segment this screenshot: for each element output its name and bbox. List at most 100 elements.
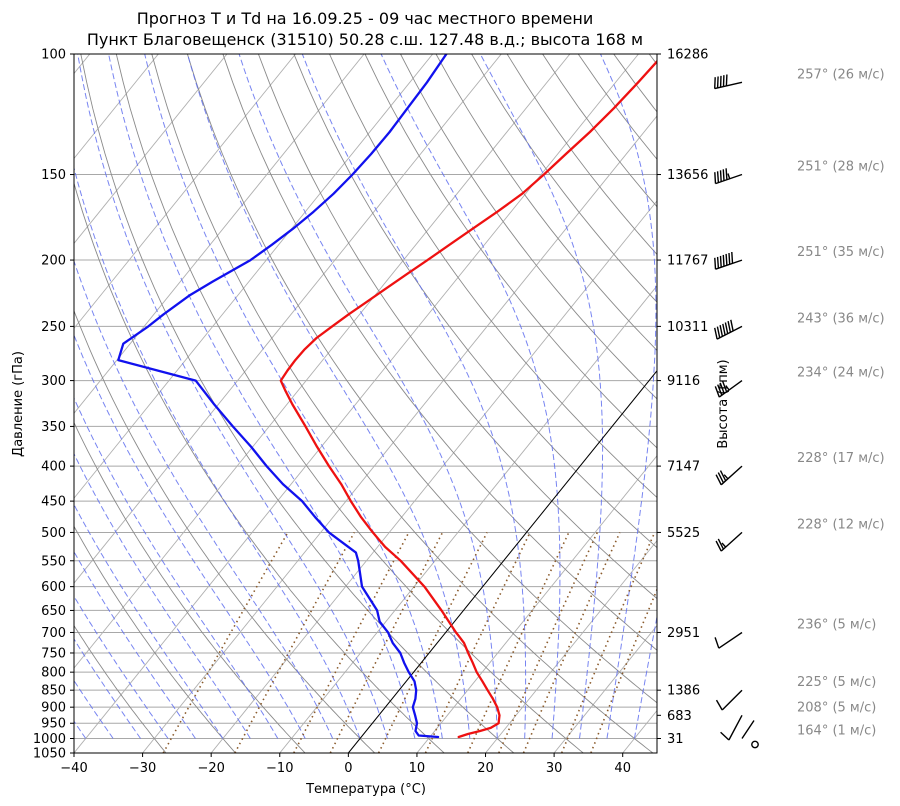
wind-labels: 257° (26 м/с) 251° (28 м/с) 251° (35 м/с) 2… xyxy=(797,67,885,738)
moist-adiabat xyxy=(74,397,279,739)
y-tick-label: 100 xyxy=(41,48,66,63)
wind-barb-feather xyxy=(722,254,725,267)
wind-barb-feather xyxy=(714,386,720,398)
dry-adiabat xyxy=(293,54,657,549)
moist-adiabat xyxy=(74,259,334,739)
x-tick-label: −20 xyxy=(197,761,224,776)
mixing-ratio-line xyxy=(162,532,289,753)
wind-barb xyxy=(714,380,743,398)
dry-adiabats xyxy=(74,54,657,753)
dry-adiabat xyxy=(435,54,657,352)
height-tick-label: 683 xyxy=(667,709,692,724)
wind-barb-feather xyxy=(720,731,730,741)
y-axis-label: Давление (гПа) xyxy=(11,351,26,457)
isotherm-line xyxy=(279,285,657,753)
isotherm-line xyxy=(416,455,657,753)
wind-barb-feather xyxy=(728,252,731,265)
wind-label: 251° (35 м/с) xyxy=(797,245,885,260)
dry-adiabat xyxy=(648,54,657,65)
wind-barb-feather xyxy=(724,322,729,334)
moist-adiabat xyxy=(74,452,251,739)
moist-adiabat xyxy=(74,679,114,739)
wind-label: 228° (12 м/с) xyxy=(797,517,885,532)
x-axis-ticks: −40 −30 −20 −10 0 10 20 30 40 xyxy=(60,753,631,776)
isotherm-line xyxy=(680,23,900,767)
mixing-ratio-line xyxy=(522,532,621,753)
dry-adiabat xyxy=(74,309,376,753)
wind-barb xyxy=(741,720,759,749)
wind-label: 251° (28 м/с) xyxy=(797,160,885,175)
x-tick-label: 30 xyxy=(546,761,563,776)
wind-label: 234° (24 м/с) xyxy=(797,366,885,381)
height-tick-label: 1386 xyxy=(667,684,700,699)
moist-adiabat xyxy=(74,595,169,739)
moist-adiabat xyxy=(479,54,604,739)
wind-barb-feather xyxy=(715,540,722,552)
wind-barb-feather xyxy=(717,538,725,550)
wind-barb-shaft xyxy=(715,173,743,185)
wind-barb-shaft xyxy=(720,465,743,486)
wind-barb-half-feather xyxy=(723,474,729,480)
isotherm-line xyxy=(74,54,640,753)
isotherm-line xyxy=(74,54,571,669)
wind-barbs xyxy=(714,74,759,749)
isotherm-line xyxy=(74,54,434,499)
isotherm-line xyxy=(74,54,159,160)
wind-label: 228° (17 м/с) xyxy=(797,451,885,466)
wind-barb-feather xyxy=(731,251,734,264)
dry-adiabat xyxy=(329,54,657,499)
y-tick-label: 1050 xyxy=(33,747,66,762)
isotherm-line xyxy=(74,54,228,245)
moist-adiabat xyxy=(380,54,561,739)
wind-barb-shaft xyxy=(716,325,743,340)
y-tick-label: 600 xyxy=(41,580,66,595)
chart-subtitle: Пункт Благовещенск (31510) 50.28 с.ш. 12… xyxy=(87,30,643,49)
moist-adiabat xyxy=(74,503,224,739)
wind-barb-feather xyxy=(721,380,728,393)
wind-barb-shaft xyxy=(721,689,743,711)
wind-barb-feather xyxy=(714,327,718,340)
wind-barb-shaft xyxy=(741,720,755,739)
mixing-ratio-line xyxy=(560,532,656,753)
wind-barb-feather xyxy=(722,169,725,181)
wind-barb-shaft xyxy=(714,81,743,90)
moist-adiabat xyxy=(74,638,142,739)
y-tick-label: 850 xyxy=(41,684,66,699)
moist-adiabat xyxy=(144,54,443,739)
wind-label: 208° (5 м/с) xyxy=(797,700,876,715)
height-tick-label: 9116 xyxy=(667,374,700,389)
y-tick-label: 750 xyxy=(41,646,66,661)
wind-barb xyxy=(720,714,743,741)
y-tick-label: 950 xyxy=(41,717,66,732)
wind-barb-feather xyxy=(714,172,717,184)
y-tick-label: 700 xyxy=(41,626,66,641)
wind-barb-feather xyxy=(719,325,724,337)
x-tick-label: −10 xyxy=(266,761,293,776)
wind-barb-feather xyxy=(725,74,728,86)
wind-barb-feather xyxy=(725,253,728,266)
moist-adiabat xyxy=(301,54,527,739)
dry-adiabat xyxy=(74,181,445,753)
dry-adiabat xyxy=(74,421,306,753)
wind-barb-feather xyxy=(722,323,726,336)
wind-barb xyxy=(715,689,743,711)
wind-barb-shaft xyxy=(728,714,743,741)
wind-barb-feather xyxy=(714,637,720,649)
dewpoint-line xyxy=(117,54,448,739)
dry-adiabat xyxy=(74,624,167,753)
mixing-ratio-line xyxy=(329,532,444,753)
zero-isotherm xyxy=(347,369,657,753)
wind-barb xyxy=(714,251,743,270)
moist-adiabat xyxy=(74,166,361,739)
wind-barb xyxy=(714,631,743,649)
dry-adiabat xyxy=(613,54,657,113)
x-tick-label: 0 xyxy=(344,761,352,776)
wind-barb-shaft xyxy=(715,259,743,270)
moist-adiabat xyxy=(74,550,196,739)
mixing-ratio-lines xyxy=(162,532,657,753)
moist-adiabat xyxy=(187,54,471,739)
wind-barb-feather xyxy=(719,382,725,394)
y-tick-label: 150 xyxy=(41,168,66,183)
isotherm-line xyxy=(622,709,657,753)
moist-adiabat xyxy=(238,54,498,739)
